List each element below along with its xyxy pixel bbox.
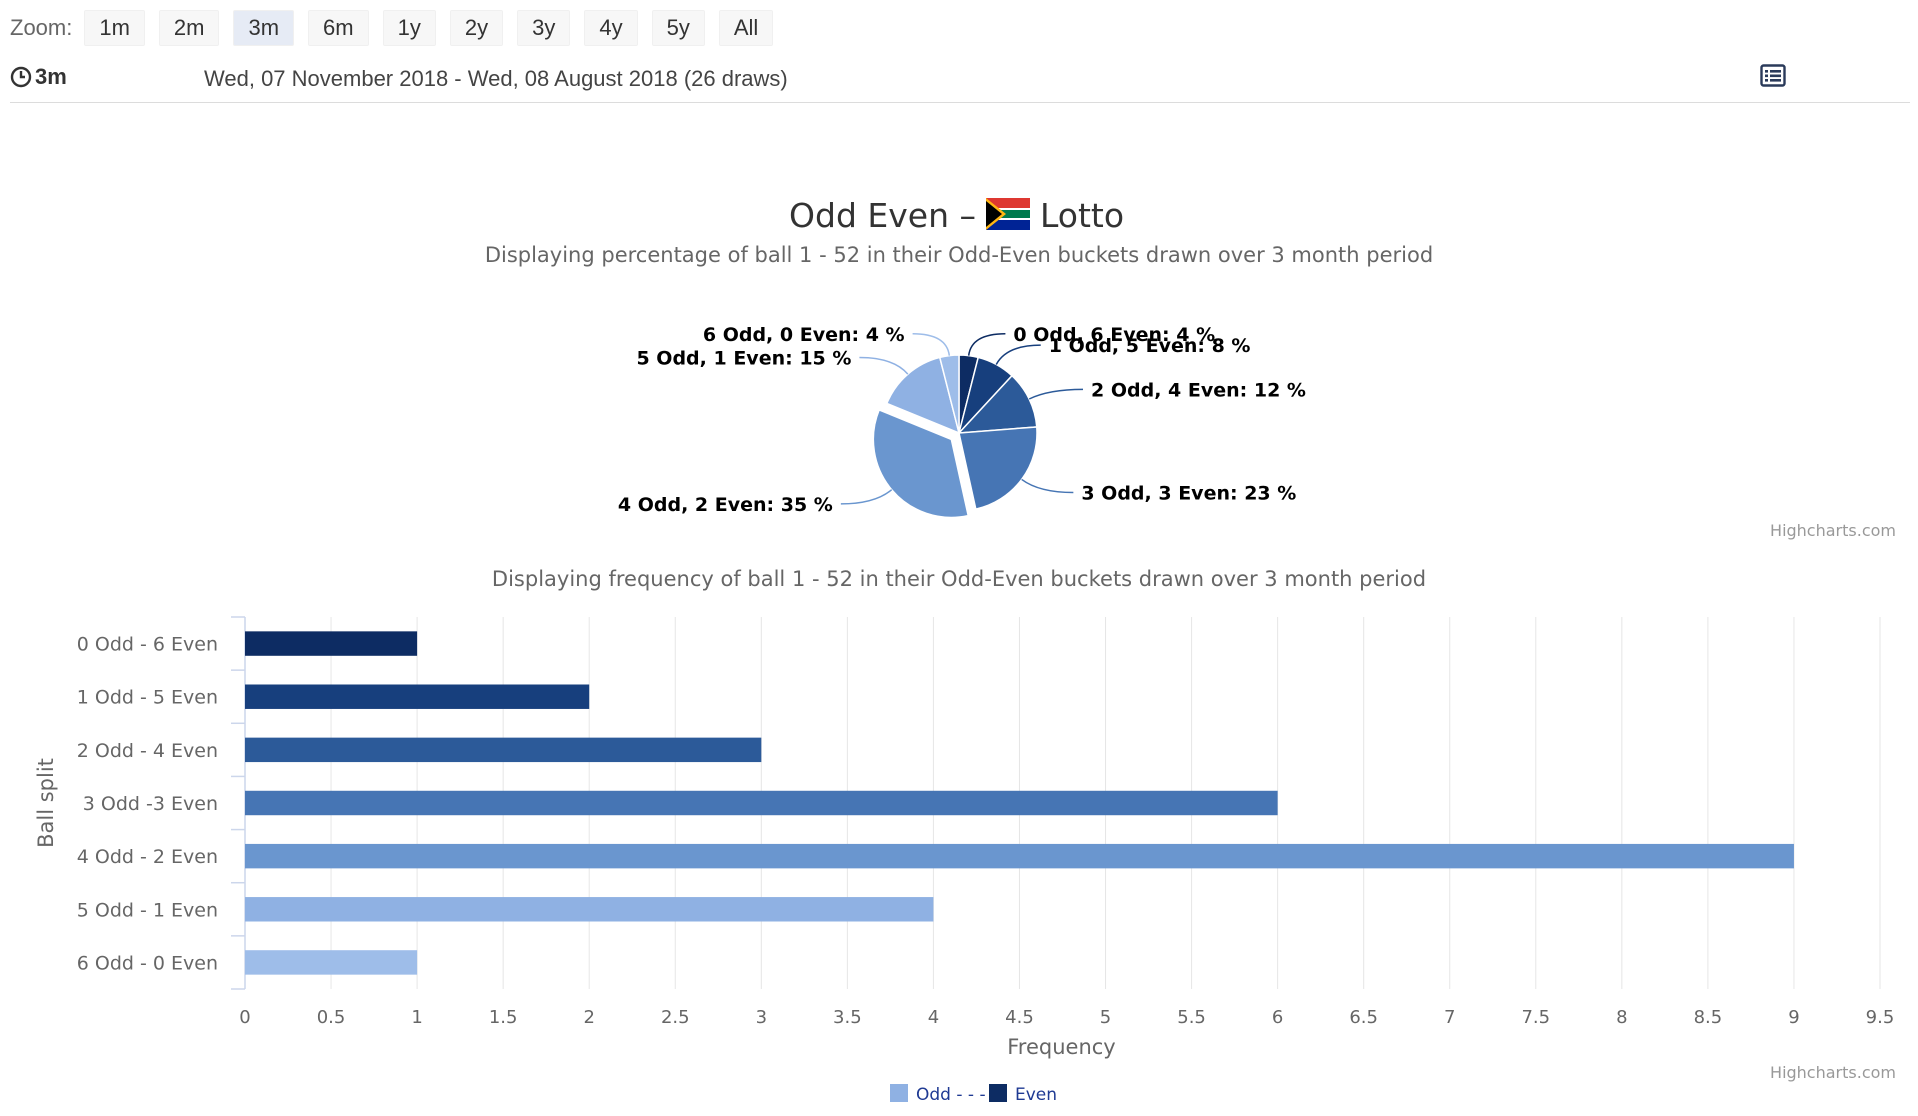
zoom-button-all[interactable]: All bbox=[718, 10, 774, 46]
pie-data-label: 4 Odd, 2 Even: 35 % bbox=[618, 494, 833, 516]
pie-data-label: 0 Odd, 6 Even: 4 % bbox=[1013, 324, 1215, 346]
zoom-button-4y[interactable]: 4y bbox=[584, 10, 638, 46]
x-tick-label: 2 bbox=[583, 1007, 594, 1028]
x-axis-title: Frequency bbox=[1007, 1035, 1116, 1059]
pie-connector bbox=[1028, 388, 1084, 400]
x-tick-label: 2.5 bbox=[661, 1007, 690, 1028]
category-label: 1 Odd - 5 Even bbox=[77, 687, 218, 709]
bar-chart: 0 0.5 1 1.5 2 2.5 3 3.5 4 4.5 5 5.5 6 6.5 7 7.5 8 8.5 9 9.5… bbox=[34, 616, 1895, 1105]
clock-icon bbox=[10, 66, 32, 88]
x-tick-label: 0.5 bbox=[317, 1007, 346, 1028]
x-tick-label: 5 bbox=[1100, 1007, 1111, 1028]
pie-connector bbox=[840, 489, 893, 505]
x-tick-label: 8 bbox=[1616, 1007, 1627, 1028]
credits-top: Highcharts.com bbox=[1770, 521, 1896, 540]
credits-bottom: Highcharts.com bbox=[1770, 1063, 1896, 1082]
category-label: 2 Odd - 4 Even bbox=[77, 740, 218, 762]
x-tick-label: 3 bbox=[756, 1007, 767, 1028]
x-tick-label: 1 bbox=[411, 1007, 422, 1028]
bar[interactable] bbox=[245, 684, 590, 709]
pie-data-label: 5 Odd, 1 Even: 15 % bbox=[636, 348, 851, 370]
zoom-button-2y[interactable]: 2y bbox=[449, 10, 504, 46]
bar-subtitle: Displaying frequency of ball 1 - 52 in t… bbox=[492, 567, 1426, 591]
bar[interactable] bbox=[245, 843, 1794, 869]
chart-menu-button[interactable] bbox=[1760, 64, 1786, 94]
x-tick-label: 6 bbox=[1272, 1007, 1283, 1028]
pie-slice[interactable] bbox=[958, 426, 1038, 511]
x-tick-label: 7 bbox=[1444, 1007, 1455, 1028]
zoom-button-2m[interactable]: 2m bbox=[158, 10, 220, 46]
x-tick-label: 4.5 bbox=[1005, 1007, 1034, 1028]
zoom-button-group: 1m 2m 3m 6m 1y 2y 3y 4y 5y All bbox=[84, 10, 787, 46]
info-row: 3m Wed, 07 November 2018 - Wed, 08 Augus… bbox=[10, 58, 1910, 103]
zoom-button-6m[interactable]: 6m bbox=[308, 10, 369, 46]
category-label: 0 Odd - 6 Even bbox=[77, 634, 218, 656]
bar[interactable] bbox=[245, 950, 418, 975]
zoom-toolbar: Zoom: 1m 2m 3m 6m 1y 2y 3y 4y 5y All bbox=[10, 10, 787, 46]
legend-item-odd[interactable]: Odd - - - bbox=[916, 1085, 986, 1105]
bar[interactable] bbox=[245, 631, 418, 656]
pie-title-suffix: Lotto bbox=[1040, 196, 1124, 235]
pie-connector bbox=[1021, 478, 1074, 494]
legend-swatch-even bbox=[989, 1084, 1007, 1102]
period-indicator: 3m bbox=[10, 64, 67, 90]
legend-swatch-odd bbox=[890, 1084, 908, 1102]
zoom-button-1m[interactable]: 1m bbox=[84, 10, 145, 46]
zoom-button-1y[interactable]: 1y bbox=[382, 10, 436, 46]
y-axis-title: Ball split bbox=[34, 758, 58, 848]
pie-data-label: 1 Odd, 5 Even: 8 % bbox=[1049, 335, 1251, 357]
bar[interactable] bbox=[245, 790, 1278, 816]
x-tick-label: 1.5 bbox=[489, 1007, 518, 1028]
pie-slice[interactable] bbox=[872, 408, 970, 519]
date-range: Wed, 07 November 2018 - Wed, 08 August 2… bbox=[204, 66, 788, 91]
pie-connector bbox=[859, 356, 909, 375]
zoom-button-5y[interactable]: 5y bbox=[651, 10, 705, 46]
pie-data-label: 2 Odd, 4 Even: 12 % bbox=[1091, 379, 1306, 401]
pie-chart: 0 Odd, 6 Even: 4 %1 Odd, 5 Even: 8 % 2 Od… bbox=[618, 324, 1306, 519]
category-label: 5 Odd - 1 Even bbox=[77, 899, 218, 921]
category-label: 4 Odd - 2 Even bbox=[77, 846, 218, 868]
zoom-label: Zoom: bbox=[10, 15, 73, 40]
list-menu-icon bbox=[1760, 64, 1786, 87]
legend-item-even[interactable]: Even bbox=[1015, 1085, 1057, 1105]
zoom-button-3m[interactable]: 3m bbox=[233, 10, 295, 46]
bar[interactable] bbox=[245, 737, 762, 763]
pie-title-prefix: Odd Even – bbox=[789, 196, 976, 235]
x-tick-label: 7.5 bbox=[1521, 1007, 1550, 1028]
x-tick-label: 3.5 bbox=[833, 1007, 862, 1028]
pie-data-label: 3 Odd, 3 Even: 23 % bbox=[1081, 483, 1296, 505]
pie-data-label: 6 Odd, 0 Even: 4 % bbox=[703, 324, 905, 346]
zoom-button-3y[interactable]: 3y bbox=[517, 10, 571, 46]
period-label: 3m bbox=[35, 64, 67, 89]
pie-connector bbox=[912, 333, 951, 356]
pie-connector bbox=[995, 344, 1041, 365]
x-tick-label: 9 bbox=[1788, 1007, 1799, 1028]
south-africa-flag-icon bbox=[986, 198, 1030, 230]
category-label: 6 Odd - 0 Even bbox=[77, 952, 218, 974]
x-tick-label: 9.5 bbox=[1866, 1007, 1895, 1028]
x-tick-label: 4 bbox=[928, 1007, 939, 1028]
pie-connector bbox=[967, 333, 1006, 356]
category-label: 3 Odd -3 Even bbox=[83, 793, 218, 815]
bar[interactable] bbox=[245, 897, 934, 922]
x-tick-label: 5.5 bbox=[1177, 1007, 1206, 1028]
x-tick-label: 6.5 bbox=[1349, 1007, 1378, 1028]
x-tick-label: 0 bbox=[239, 1007, 250, 1028]
x-tick-label: 8.5 bbox=[1694, 1007, 1723, 1028]
pie-subtitle: Displaying percentage of ball 1 - 52 in … bbox=[485, 243, 1433, 267]
